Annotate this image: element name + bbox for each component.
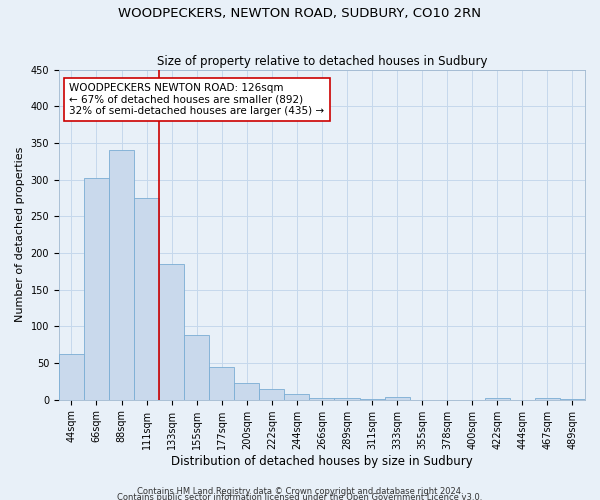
- Bar: [310, 398, 334, 400]
- Bar: [334, 398, 359, 400]
- Bar: [385, 397, 410, 400]
- Bar: [109, 150, 134, 400]
- Bar: [359, 399, 385, 400]
- Bar: [184, 335, 209, 400]
- Text: Contains HM Land Registry data © Crown copyright and database right 2024.: Contains HM Land Registry data © Crown c…: [137, 487, 463, 496]
- Bar: [84, 178, 109, 400]
- Y-axis label: Number of detached properties: Number of detached properties: [15, 147, 25, 322]
- Bar: [159, 264, 184, 400]
- Bar: [134, 198, 159, 400]
- Text: WOODPECKERS, NEWTON ROAD, SUDBURY, CO10 2RN: WOODPECKERS, NEWTON ROAD, SUDBURY, CO10 …: [119, 8, 482, 20]
- Text: WOODPECKERS NEWTON ROAD: 126sqm
← 67% of detached houses are smaller (892)
32% o: WOODPECKERS NEWTON ROAD: 126sqm ← 67% of…: [70, 83, 325, 116]
- Bar: [284, 394, 310, 400]
- Bar: [259, 388, 284, 400]
- Text: Contains public sector information licensed under the Open Government Licence v3: Contains public sector information licen…: [118, 492, 482, 500]
- Bar: [209, 366, 234, 400]
- Title: Size of property relative to detached houses in Sudbury: Size of property relative to detached ho…: [157, 56, 487, 68]
- Bar: [59, 354, 84, 400]
- Bar: [234, 383, 259, 400]
- Bar: [535, 398, 560, 400]
- Bar: [485, 398, 510, 400]
- Bar: [560, 399, 585, 400]
- X-axis label: Distribution of detached houses by size in Sudbury: Distribution of detached houses by size …: [171, 454, 473, 468]
